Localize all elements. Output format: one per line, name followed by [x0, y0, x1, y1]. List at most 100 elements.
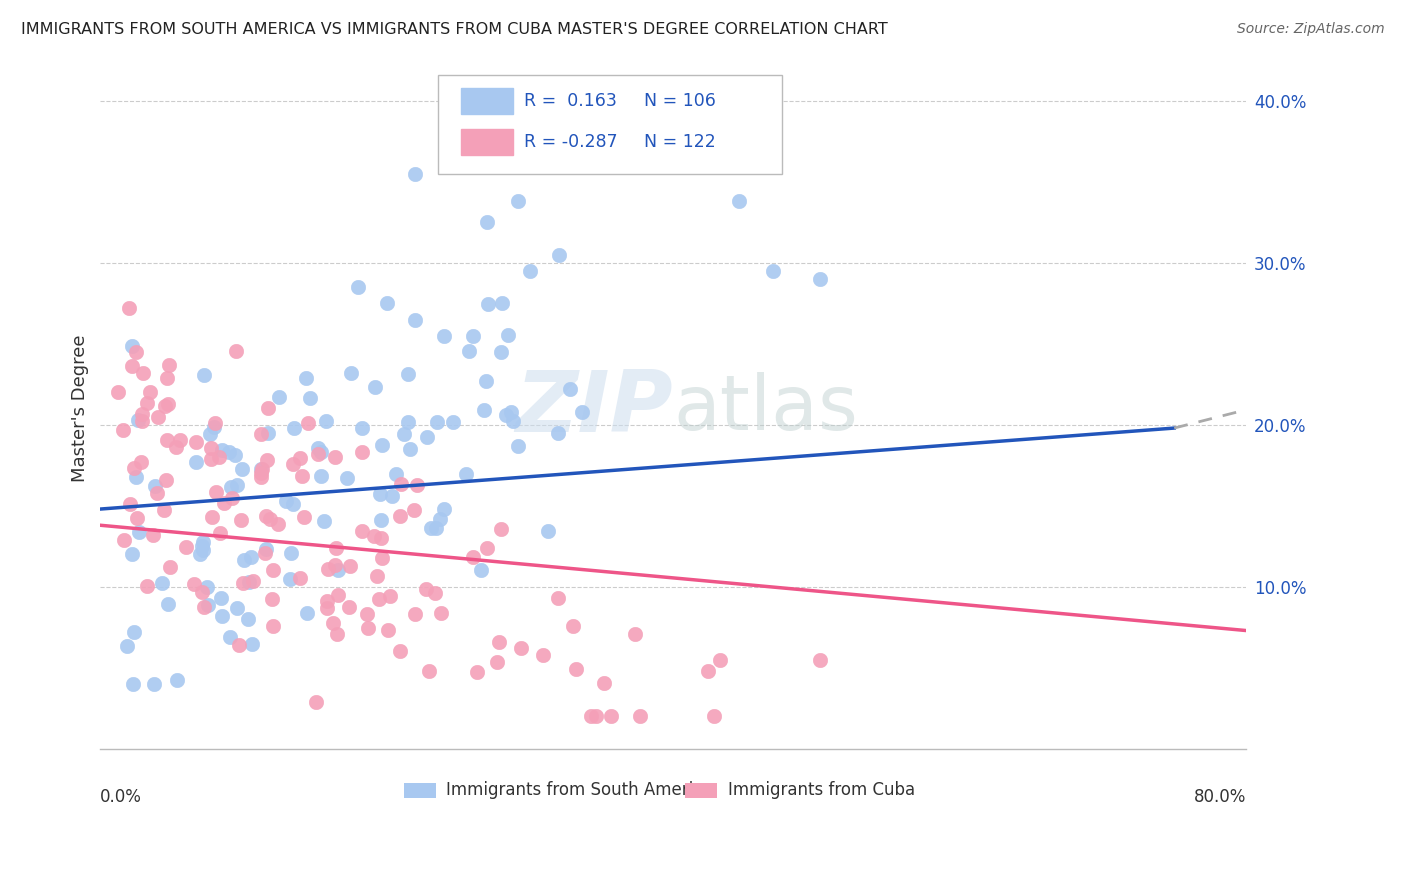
Point — [132, 366, 155, 380]
Point — [628, 709, 651, 723]
Point — [461, 328, 484, 343]
Point — [488, 634, 510, 648]
Point — [121, 677, 143, 691]
Point — [378, 590, 401, 604]
Point — [352, 421, 374, 435]
Point — [456, 467, 478, 482]
Point — [728, 194, 751, 208]
Point — [249, 462, 271, 476]
Point — [157, 358, 180, 372]
Point — [259, 512, 281, 526]
Point — [262, 619, 284, 633]
Point — [197, 598, 219, 612]
Point — [315, 414, 337, 428]
Text: 0.0%: 0.0% — [100, 788, 142, 805]
Point — [495, 408, 517, 422]
Point — [225, 343, 247, 358]
FancyBboxPatch shape — [404, 783, 436, 797]
Point — [150, 576, 173, 591]
Text: ZIP: ZIP — [516, 368, 673, 450]
Point — [477, 297, 499, 311]
Point — [128, 525, 150, 540]
Point — [416, 430, 439, 444]
Point — [808, 272, 831, 286]
Point — [600, 709, 623, 723]
Point — [122, 461, 145, 475]
Point — [312, 514, 335, 528]
Text: Immigrants from Cuba: Immigrants from Cuba — [728, 780, 915, 798]
Point — [339, 366, 361, 380]
Point — [485, 655, 508, 669]
Point — [202, 420, 225, 434]
Point — [420, 521, 443, 535]
Point — [415, 582, 437, 596]
Point — [571, 404, 593, 418]
Point — [193, 368, 215, 383]
Point — [385, 467, 408, 482]
Point — [253, 546, 276, 560]
Point — [350, 444, 373, 458]
Point — [257, 401, 280, 415]
Point — [307, 441, 329, 455]
Point — [537, 524, 560, 538]
Point — [371, 551, 394, 566]
Point — [219, 480, 242, 494]
Point — [709, 653, 731, 667]
Point — [226, 477, 249, 491]
Point — [426, 416, 449, 430]
Point — [125, 469, 148, 483]
Point — [299, 391, 322, 405]
Point — [153, 503, 176, 517]
Point — [396, 415, 419, 429]
Text: atlas: atlas — [673, 372, 858, 446]
Point — [429, 512, 451, 526]
Point — [155, 473, 177, 487]
Text: N = 122: N = 122 — [644, 133, 716, 151]
Point — [229, 513, 252, 527]
Point — [463, 549, 485, 564]
Point — [425, 521, 447, 535]
Point — [560, 382, 582, 396]
Point — [307, 446, 329, 460]
Point — [274, 494, 297, 508]
Point — [475, 374, 498, 388]
Point — [159, 560, 181, 574]
Point — [142, 677, 165, 691]
Point — [283, 421, 305, 435]
Point — [294, 370, 316, 384]
Point — [562, 618, 585, 632]
Point — [325, 627, 347, 641]
Point — [291, 469, 314, 483]
Point — [443, 415, 465, 429]
Point — [318, 562, 340, 576]
Point — [125, 511, 148, 525]
Point — [498, 328, 520, 343]
Point — [519, 264, 541, 278]
Point — [190, 539, 212, 553]
Point — [375, 296, 398, 310]
Point — [226, 600, 249, 615]
Point — [404, 503, 426, 517]
Point — [166, 673, 188, 687]
Point — [405, 478, 427, 492]
Text: R = -0.287: R = -0.287 — [524, 133, 617, 151]
Point — [121, 338, 143, 352]
FancyBboxPatch shape — [439, 75, 782, 174]
Point — [418, 664, 440, 678]
Point — [267, 516, 290, 531]
Point — [502, 414, 524, 428]
Point — [209, 591, 232, 606]
Point — [143, 479, 166, 493]
Point — [254, 541, 277, 556]
Point — [305, 695, 328, 709]
Point — [262, 563, 284, 577]
Point — [188, 547, 211, 561]
Point — [256, 425, 278, 440]
Point — [370, 531, 392, 545]
Point — [326, 563, 349, 577]
Point — [363, 380, 385, 394]
Point — [221, 491, 243, 505]
Point — [122, 624, 145, 639]
Point — [404, 167, 426, 181]
Point — [697, 665, 720, 679]
